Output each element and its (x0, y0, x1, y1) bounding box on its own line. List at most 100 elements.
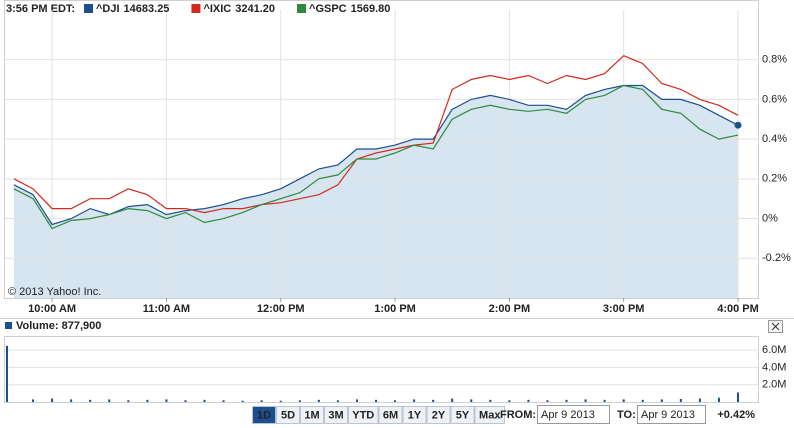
range-button[interactable]: 3M (324, 406, 348, 424)
volume-bar (108, 399, 111, 402)
line (13, 84, 739, 230)
range-button-label[interactable]: YTD (352, 409, 374, 421)
range-button-box[interactable] (402, 406, 427, 424)
legend-swatch (191, 4, 201, 13)
change: +0.42% (717, 409, 755, 421)
volume-bar (279, 400, 282, 402)
range-button-label[interactable]: 6M (383, 409, 398, 421)
range-button-label[interactable]: 5D (281, 409, 295, 421)
volume-bar (470, 399, 473, 402)
range-button-label[interactable]: 1D (257, 409, 271, 421)
range-button[interactable]: 5D (276, 406, 300, 424)
volume-title: Volume: 877,900 (16, 320, 101, 332)
range-button-box[interactable] (348, 406, 379, 424)
volume-bar (546, 400, 549, 402)
range-button[interactable]: 1M (300, 406, 324, 424)
volume-bar (222, 400, 225, 402)
range-button-box[interactable] (450, 406, 475, 424)
volume-bar (51, 398, 54, 402)
volume-bar (146, 399, 149, 402)
volume-bar (394, 400, 397, 402)
volume-bar (355, 399, 358, 402)
to-label: TO: (617, 409, 636, 421)
volume-bar (260, 400, 263, 402)
volume-bar (165, 399, 168, 402)
legend-quote: 3241.20 (235, 3, 275, 15)
range-button[interactable]: 1Y (402, 406, 427, 424)
range-button-box[interactable] (474, 406, 505, 424)
range-button-label[interactable]: 2Y (432, 409, 446, 421)
legend-quote: 14683.25 (124, 3, 170, 15)
y-tick-label: -0.2% (762, 252, 791, 264)
volume-bar (298, 400, 301, 402)
range-button[interactable]: Max (474, 406, 505, 424)
from-value[interactable]: Apr 9 2013 (541, 409, 595, 421)
volume-bar (375, 399, 377, 402)
range-button-box[interactable] (252, 406, 276, 424)
x-tick-label: 11:00 AM (143, 303, 190, 315)
watermark: © 2013 Yahoo! Inc. (8, 286, 101, 298)
volume-bar (6, 345, 8, 402)
range-button[interactable]: 2Y (426, 406, 451, 424)
x-tick-label: 1:00 PM (374, 303, 416, 315)
range-button-box[interactable] (300, 406, 324, 424)
to-value[interactable]: Apr 9 2013 (641, 409, 695, 421)
range-button-label[interactable]: 1Y (408, 409, 422, 421)
legend-name: ^DJI (96, 3, 120, 15)
volume-bar (336, 400, 339, 402)
range-button-label[interactable]: 1M (304, 409, 319, 421)
volume-bar (641, 399, 644, 402)
close-cross[interactable] (771, 322, 780, 331)
volume-bar (203, 399, 206, 402)
volume-frame (4, 336, 759, 403)
volume-bar (603, 399, 606, 402)
y-tick-label: 2.0M (762, 379, 786, 391)
legend-quote: 1569.80 (351, 3, 391, 15)
volume-bar (717, 397, 720, 402)
to-input[interactable] (637, 405, 706, 424)
y-tick-label: 0.4% (762, 133, 787, 145)
line (13, 54, 739, 214)
quote-time: 3:56 PM EDT: (6, 3, 75, 15)
x-tick-label: 3:00 PM (603, 303, 645, 315)
legend-swatch (84, 4, 93, 13)
y-tick-label: 0.8% (762, 54, 787, 66)
x-tick-label: 4:00 PM (717, 303, 759, 315)
volume-bar (622, 399, 625, 402)
range-button[interactable]: YTD (348, 406, 379, 424)
line (13, 84, 739, 226)
range-button[interactable]: 6M (378, 406, 403, 424)
volume-bar (508, 400, 511, 402)
from-input[interactable] (537, 405, 610, 424)
range-button-label[interactable]: 3M (328, 409, 343, 421)
volume-bar (127, 400, 130, 402)
last-point (734, 121, 742, 129)
volume-bar (432, 399, 435, 402)
range-button-label[interactable]: 5Y (456, 409, 470, 421)
volume-bar (489, 399, 492, 402)
volume-bar (679, 398, 682, 402)
from-label: FROM: (500, 409, 536, 421)
x-tick-label: 12:00 PM (257, 303, 305, 315)
volume-bar (698, 398, 701, 402)
legend-name: ^GSPC (309, 3, 347, 15)
range-button-box[interactable] (426, 406, 451, 424)
volume-bar (70, 399, 73, 402)
range-button-box[interactable] (276, 406, 300, 424)
range-button[interactable]: 5Y (450, 406, 475, 424)
plot-frame (4, 0, 759, 299)
volume-icon (5, 322, 12, 329)
close-button[interactable] (768, 320, 783, 333)
y-tick-label: 0.6% (762, 93, 787, 105)
range-button-box[interactable] (378, 406, 403, 424)
range-button[interactable]: 1D (252, 406, 276, 424)
volume-bar (737, 392, 739, 402)
range-button-box[interactable] (324, 406, 348, 424)
y-tick-label: 0.2% (762, 173, 787, 185)
volume-bar (451, 398, 454, 402)
volume-bar (660, 399, 663, 402)
volume-bar (317, 399, 320, 402)
range-button-label[interactable]: Max (479, 409, 501, 421)
volume-bar (89, 399, 92, 402)
